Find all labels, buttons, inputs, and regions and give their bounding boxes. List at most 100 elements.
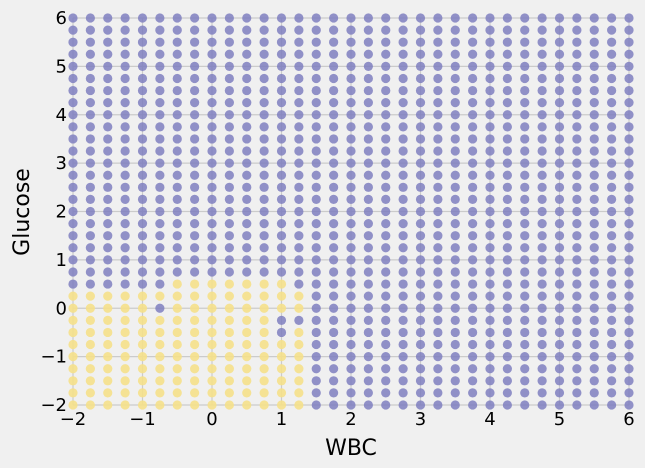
data-point-class-a [137,194,148,205]
data-point-class-a [485,85,495,96]
data-point-class-a [381,122,391,132]
data-point-class-a [137,49,148,59]
data-point-class-a [589,376,599,386]
data-point-class-a [468,279,478,289]
data-point-class-b [224,400,234,410]
data-point-class-a [155,85,165,96]
data-point-class-a [415,61,426,71]
data-point-class-b [259,279,269,289]
data-point-class-b [120,364,130,374]
data-point-class-a [537,37,547,47]
data-point-class-a [224,243,234,253]
data-point-class-a [242,218,252,229]
data-point-class-a [363,110,373,120]
data-point-class-b [242,376,252,386]
data-point-class-a [572,134,582,144]
data-point-class-a [190,61,200,71]
data-point-class-a [172,206,182,217]
data-point-class-a [520,110,530,120]
data-point-class-a [572,49,582,59]
data-point-class-a [311,37,321,47]
data-point-class-a [450,61,460,71]
data-point-class-b [276,352,287,362]
data-point-class-a [381,218,391,229]
data-point-class-a [172,73,182,84]
data-point-class-a [485,267,495,277]
data-point-class-a [329,134,339,144]
data-point-class-a [329,13,339,23]
data-point-class-a [224,98,234,108]
data-point-class-a [433,61,443,71]
data-point-class-a [398,243,408,253]
data-point-class-a [346,158,356,168]
data-point-class-a [346,49,356,59]
data-point-class-a [554,146,565,156]
data-point-class-a [624,61,634,71]
data-point-class-a [85,146,95,156]
data-point-class-a [172,267,182,277]
data-point-class-a [381,134,391,144]
data-point-class-a [311,122,321,132]
data-point-class-b [172,327,182,338]
data-point-class-a [415,376,426,386]
data-points [68,13,634,410]
data-point-class-b [259,400,269,410]
data-point-class-a [554,61,565,71]
data-point-class-a [103,98,113,108]
data-point-class-a [363,61,373,71]
data-point-class-a [502,73,512,84]
data-point-class-a [85,122,95,132]
data-point-class-a [294,61,304,71]
data-point-class-a [589,25,599,35]
data-point-class-a [346,255,356,265]
data-point-class-a [607,267,617,277]
data-point-class-a [537,339,547,350]
data-point-class-a [311,206,321,217]
data-point-class-b [155,339,165,350]
data-point-class-a [329,315,339,325]
data-point-class-a [589,49,599,59]
data-point-class-b [103,291,113,301]
data-point-class-a [172,158,182,168]
data-point-class-a [120,25,130,35]
data-point-class-b [172,364,182,374]
data-point-class-a [468,49,478,59]
x-tick-label: 1 [276,409,287,430]
data-point-class-b [224,339,234,350]
data-point-class-b [172,279,182,289]
data-point-class-a [120,194,130,205]
data-point-class-a [85,267,95,277]
data-point-class-a [137,231,148,241]
data-point-class-a [450,194,460,205]
data-point-class-b [224,352,234,362]
data-point-class-a [398,13,408,23]
data-point-class-a [537,327,547,338]
data-point-class-a [468,376,478,386]
data-point-class-a [468,110,478,120]
data-point-class-a [294,243,304,253]
data-point-class-a [207,25,217,35]
data-point-class-a [190,49,200,59]
data-point-class-a [363,146,373,156]
data-point-class-a [468,267,478,277]
data-point-class-a [433,110,443,120]
data-point-class-a [172,13,182,23]
data-point-class-a [381,61,391,71]
data-point-class-a [398,364,408,374]
data-point-class-a [172,194,182,205]
data-point-class-a [572,98,582,108]
data-point-class-a [172,243,182,253]
data-point-class-a [329,49,339,59]
data-point-class-a [346,25,356,35]
data-point-class-a [415,303,426,313]
data-point-class-b [276,364,287,374]
data-point-class-a [589,110,599,120]
data-point-class-a [381,13,391,23]
data-point-class-a [329,61,339,71]
data-point-class-b [294,352,304,362]
data-point-class-a [207,231,217,241]
data-point-class-a [607,279,617,289]
data-point-class-a [172,146,182,156]
data-point-class-a [311,13,321,23]
data-point-class-a [259,170,269,180]
